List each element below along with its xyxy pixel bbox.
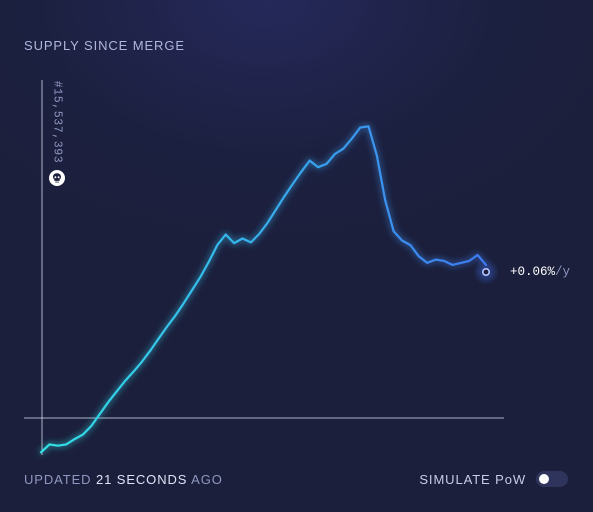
toggle-knob (539, 474, 549, 484)
updated-suffix: AGO (191, 472, 223, 487)
skull-icon (49, 170, 65, 186)
supply-growth-label: +0.06%/y (510, 265, 570, 279)
block-number-label: #15,537,393 (50, 80, 64, 164)
simulate-pow-toggle[interactable] (536, 471, 568, 487)
chart-title: SUPPLY SINCE MERGE (24, 38, 185, 53)
updated-status: UPDATED 21 SECONDS AGO (24, 472, 223, 487)
supply-line-series (39, 125, 488, 454)
supply-growth-value: +0.06% (510, 265, 556, 279)
simulate-pow-control: SIMULATE PoW (419, 471, 568, 487)
end-point-marker[interactable] (481, 267, 490, 276)
updated-amount: 21 SECONDS (95, 472, 188, 487)
supply-growth-unit: /y (555, 265, 571, 279)
simulate-pow-label: SIMULATE PoW (419, 471, 526, 487)
updated-prefix: UPDATED (24, 472, 92, 487)
